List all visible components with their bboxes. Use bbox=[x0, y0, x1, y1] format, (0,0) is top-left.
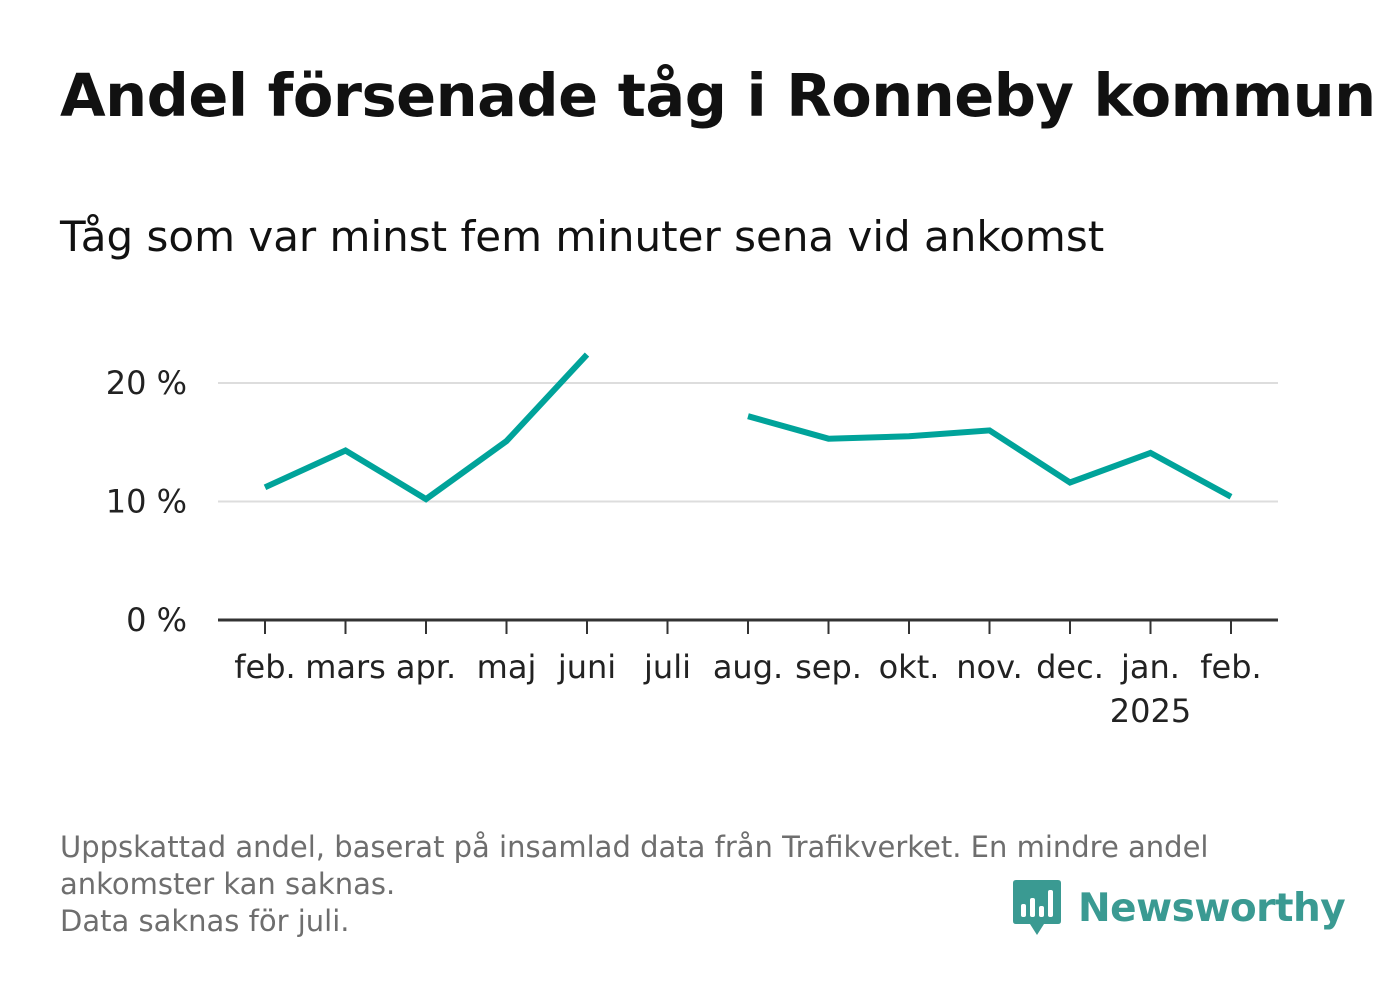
x-tick-label: mars bbox=[305, 648, 386, 686]
footer-line: Uppskattad andel, baserat på insamlad da… bbox=[60, 830, 1209, 864]
x-tick-label: juli bbox=[643, 648, 691, 686]
x-tick-label: jan. bbox=[1120, 648, 1180, 686]
y-tick-label: 10 % bbox=[106, 483, 187, 521]
x-tick-label: sep. bbox=[795, 648, 862, 686]
chart-title: Andel försenade tåg i Ronneby kommun bbox=[60, 61, 1376, 130]
series-lines bbox=[263, 352, 1233, 503]
x-year-label: 2025 bbox=[1110, 692, 1191, 730]
y-tick-label: 20 % bbox=[106, 364, 187, 402]
footer-line: Data saknas för juli. bbox=[60, 904, 350, 938]
footer-note: Uppskattad andel, baserat på insamlad da… bbox=[60, 829, 1310, 940]
x-tick-label: aug. bbox=[713, 648, 783, 686]
x-tick-label: juni bbox=[557, 648, 616, 686]
x-tick-label: feb. bbox=[234, 648, 295, 686]
grid-lines bbox=[218, 382, 1278, 503]
series-line bbox=[263, 352, 590, 503]
x-tick-label: okt. bbox=[879, 648, 940, 686]
x-tick-label: nov. bbox=[956, 648, 1022, 686]
x-tick-label: apr. bbox=[396, 648, 456, 686]
x-axis bbox=[218, 618, 1278, 634]
newsworthy-logo: Newsworthy bbox=[1012, 878, 1346, 938]
chart-subtitle: Tåg som var minst fem minuter sena vid a… bbox=[60, 212, 1105, 261]
newsworthy-logo-icon bbox=[1013, 880, 1061, 935]
y-tick-label: 0 % bbox=[126, 601, 187, 639]
y-axis-labels: 0 % 10 % 20 % bbox=[106, 364, 187, 639]
brand-name: Newsworthy bbox=[1078, 885, 1346, 931]
x-tick-label: dec. bbox=[1036, 648, 1104, 686]
footer-line: ankomster kan saknas. bbox=[60, 867, 396, 901]
series-line bbox=[747, 413, 1233, 500]
x-axis-labels: feb. mars apr. maj juni juli aug. sep. okt. nov. d… bbox=[234, 648, 1261, 730]
x-tick-label: feb. bbox=[1200, 648, 1261, 686]
x-tick-label: maj bbox=[477, 648, 537, 686]
